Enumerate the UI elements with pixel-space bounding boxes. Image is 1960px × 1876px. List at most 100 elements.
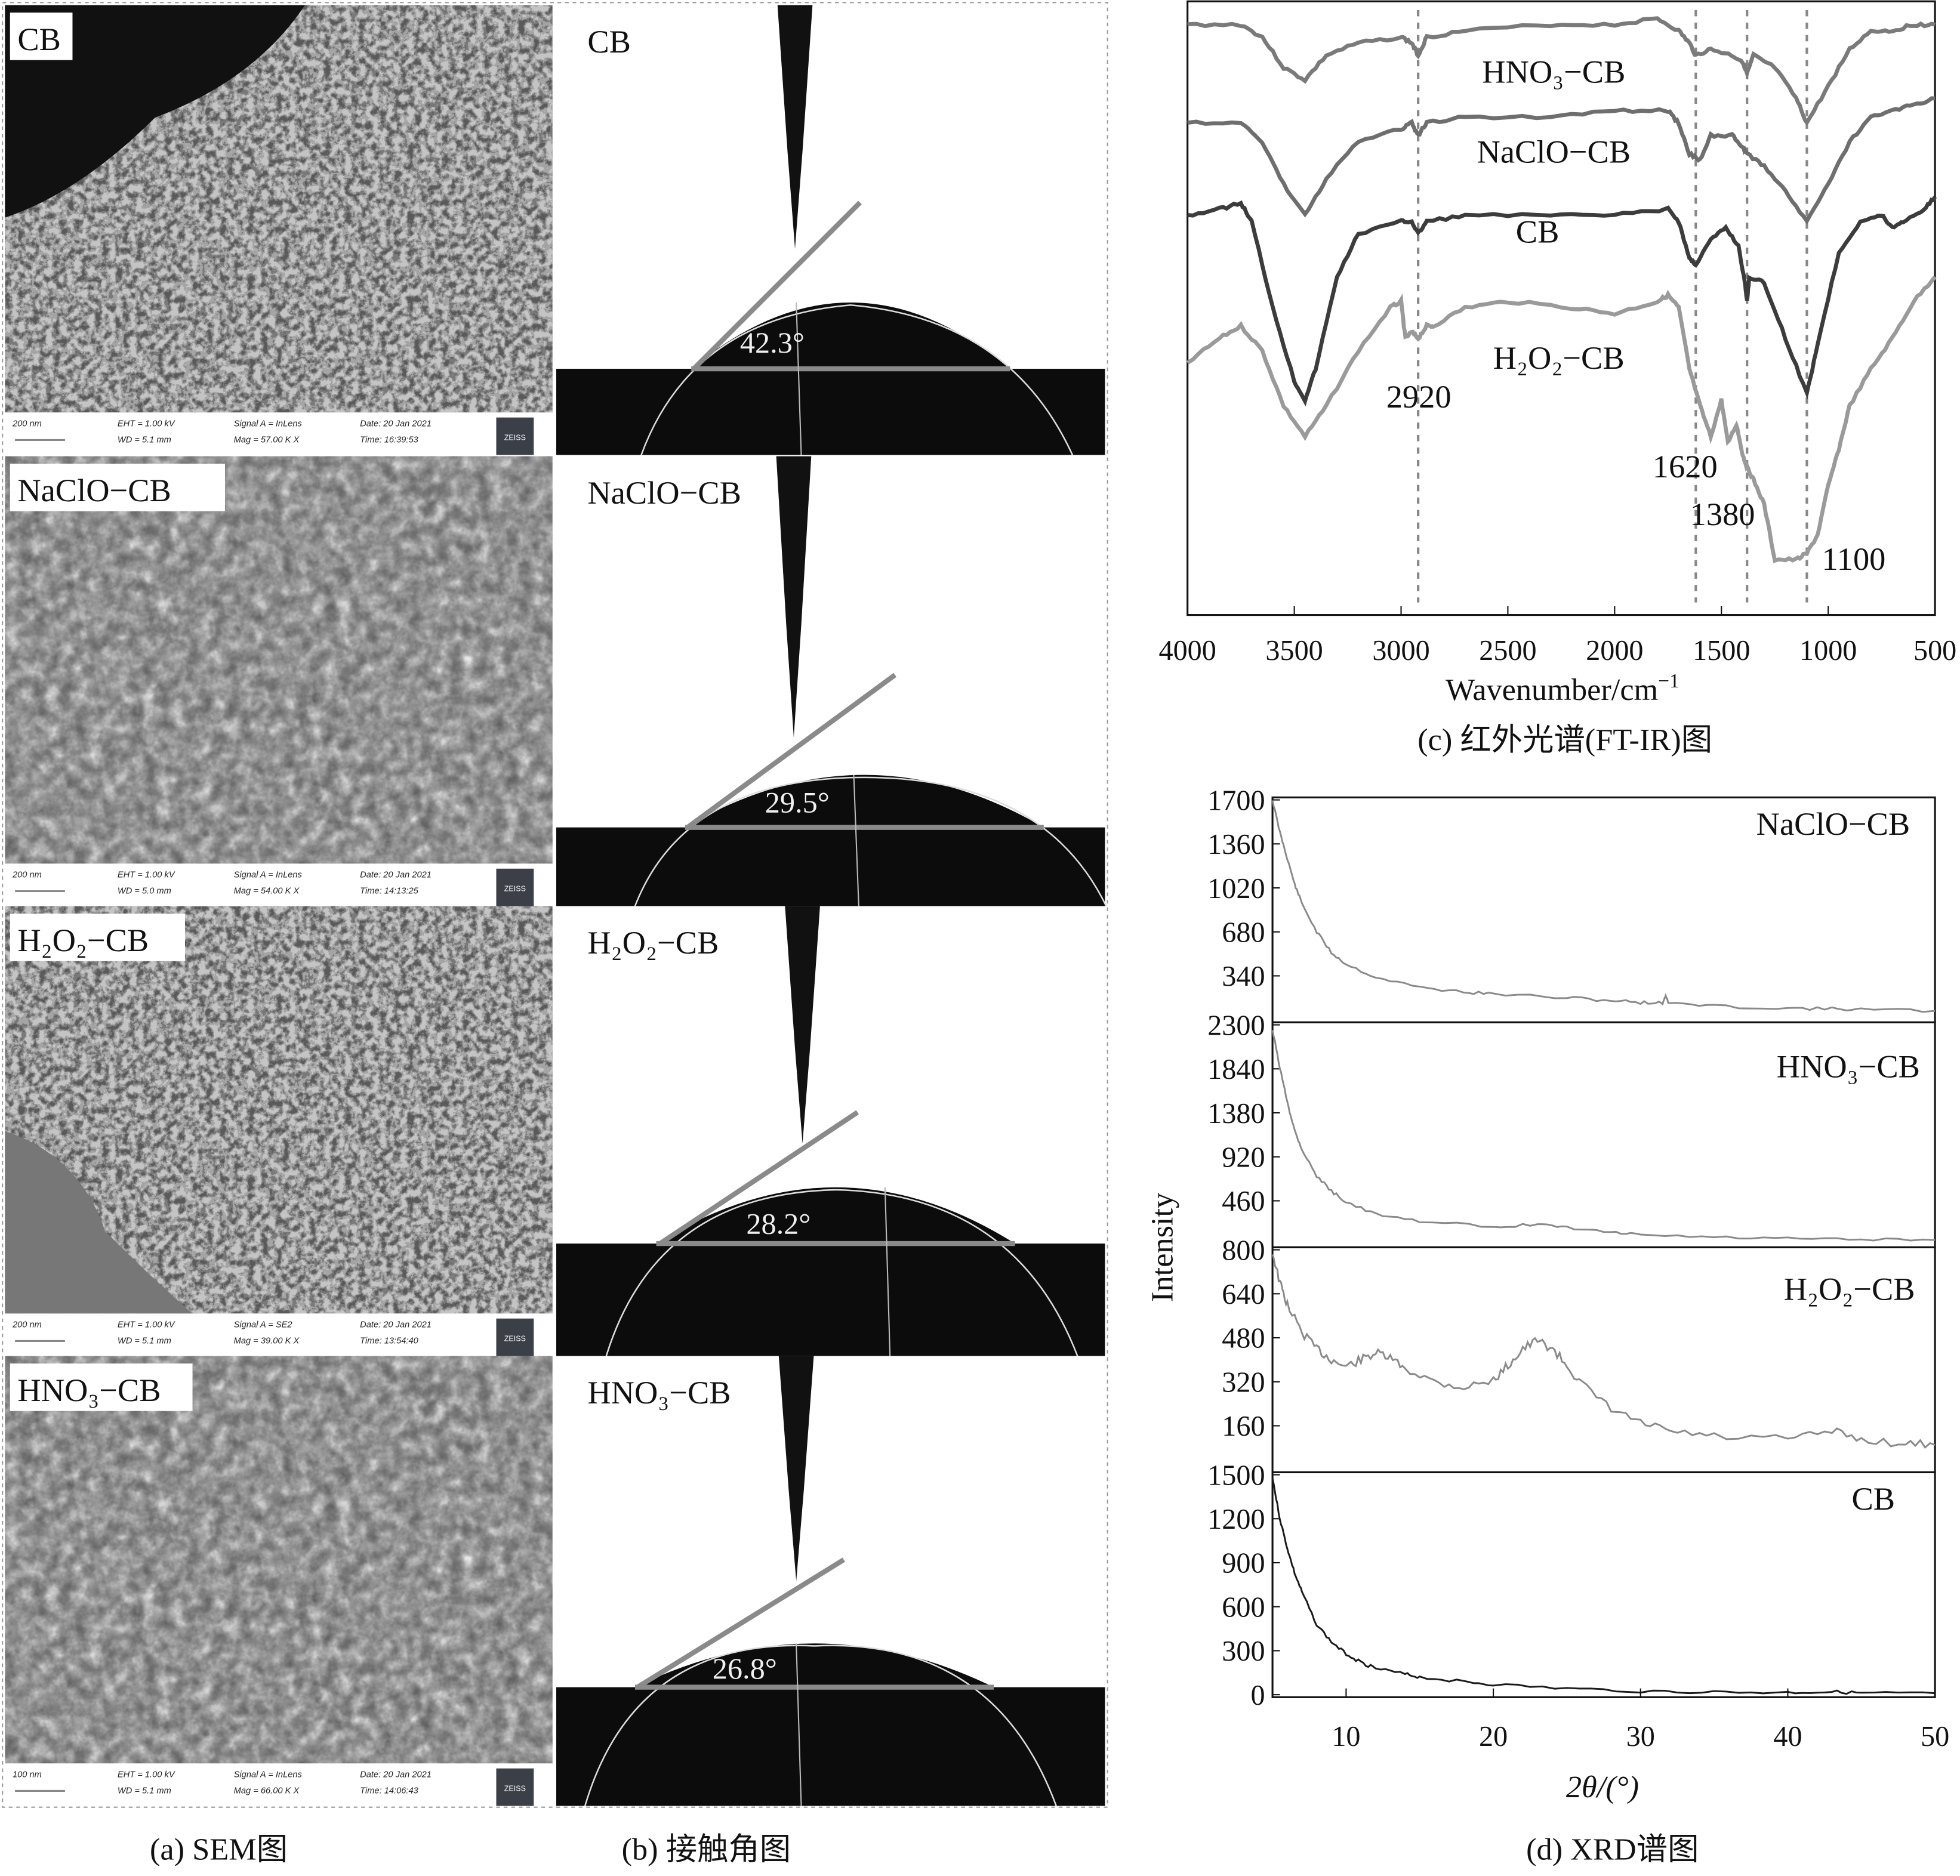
contact-angle-label: HNO₃−CB [587,1374,731,1411]
time-text: Time: 16:39:53 [360,436,418,445]
xrd-ytick-label: 1200 [1207,1504,1265,1535]
sem-label-bg [10,1363,193,1411]
mag-text: Mag = 54.00 K X [234,887,300,896]
xrd-series-label: HNO₃−CB [1777,1048,1920,1085]
sem-info-bar [5,863,553,906]
ftir-chart: 4000 3500 3000 2500 2000 1500 1000 500 Wavenumbe… [1159,0,1956,707]
center-line [853,775,859,906]
ftir-tick-label: 2000 [1586,635,1643,667]
needle [785,906,820,1144]
tangent-line [636,1557,845,1690]
signal-text: Signal A = SE2 [234,1320,292,1329]
ftir-tick-label: 1000 [1799,635,1857,667]
center-line [796,1643,802,1806]
ftir-peak-label: 1100 [1822,541,1886,577]
ftir-series-label: NaClO−CB [1477,133,1631,169]
tangent-line [692,200,862,371]
xrd-series-label: H₂O₂−CB [1784,1270,1915,1307]
wd-text: WD = 5.1 mm [118,1786,171,1796]
sem-info-bar [5,1313,553,1356]
ftir-xlabel-text: Wavenumber/cm [1446,672,1658,707]
xrd-series-line [1271,1254,1936,1449]
xrd-ytick-label: 460 [1222,1186,1265,1217]
date-text: Date: 20 Jan 2021 [360,1770,432,1779]
mag-text: Mag = 39.00 K X [234,1337,300,1346]
xrd-ytick-label: 1840 [1207,1054,1265,1085]
fit-circle [605,1189,1078,1357]
fit-circle [634,776,1107,907]
xrd-series-line [1271,1478,1936,1695]
needle [778,1356,814,1581]
xrd-xlabel: 2θ/(°) [1566,1770,1639,1804]
xrd-series-label: CB [1851,1480,1895,1517]
zeiss-logo-text: ZEISS [504,433,526,442]
date-text: Date: 20 Jan 2021 [360,1320,432,1329]
contact-angle-value: 29.5° [765,786,830,819]
sem-panel: 100 nm EHT = 1.00 kV WD = 5.1 mm Signal A =… [5,1356,553,1806]
eht-text: EHT = 1.00 kV [118,870,175,880]
signal-text: Signal A = InLens [234,419,303,428]
sem-texture [5,456,553,864]
sem-label-bg [10,464,225,511]
eht-text: EHT = 1.00 kV [118,1320,175,1329]
xrd-series-label: NaClO−CB [1756,806,1910,842]
contact-angle-panel: 28.2° H₂O₂−CB [556,906,1105,1357]
ftir-tick-label: 4000 [1159,635,1216,667]
ftir-tick-label: 500 [1913,635,1956,667]
xrd-ytick-label: 900 [1222,1548,1265,1579]
caption-b: (b) 接触角图 [622,1832,791,1867]
center-line [796,302,802,455]
caption-a: (a) SEM图 [150,1832,288,1867]
time-text: Time: 14:13:25 [360,887,418,896]
xrd-xtick-label: 40 [1773,1721,1802,1752]
xrd-ytick-label: 1360 [1207,829,1265,860]
xrd-ytick-label: 600 [1222,1591,1265,1623]
xrd-ytick-label: 0 [1250,1680,1265,1711]
contact-angle-panel: 29.5° NaClO−CB [556,456,1107,907]
sem-label: CB [17,21,61,57]
xrd-ytick-label: 680 [1222,917,1265,948]
ftir-series-label: HNO₃−CB [1482,53,1625,90]
xrd-ytick-label: 920 [1222,1141,1265,1173]
xrd-series-line [1271,1030,1936,1242]
contact-angle-value: 26.8° [713,1652,777,1685]
xrd-ylabel: Intensity [1145,1193,1180,1302]
sem-panel: 200 nm EHT = 1.00 kV WD = 5.1 mm Signal A =… [5,906,553,1356]
sem-column: 200 nm EHT = 1.00 kV WD = 5.1 mm Signal A =… [5,5,553,1806]
contact-angle-panel: 26.8° HNO₃−CB [556,1356,1105,1806]
ftir-series-label: CB [1516,213,1560,249]
sem-dark-region [5,5,306,218]
sem-panel: 200 nm EHT = 1.00 kV WD = 5.0 mm Signal A =… [5,456,553,906]
eht-text: EHT = 1.00 kV [118,1770,175,1779]
zeiss-logo [496,1318,534,1356]
substrate [556,1687,1105,1806]
ftir-series-line [1186,275,1937,563]
ftir-series-line [1187,16,1936,126]
time-text: Time: 14:06:43 [360,1786,418,1796]
contact-angle-panel: 42.3° CB [556,5,1105,456]
eht-text: EHT = 1.00 kV [118,419,175,428]
xrd-xtick-label: 30 [1626,1721,1655,1752]
xrd-ytick-label: 480 [1222,1323,1265,1354]
contact-angle-label: CB [587,23,631,60]
droplet [656,1187,1015,1244]
signal-text: Signal A = InLens [234,1770,303,1779]
zeiss-logo [496,1768,534,1806]
fit-circle [584,1644,1057,1806]
date-text: Date: 20 Jan 2021 [360,419,432,428]
tangent-line [658,1110,859,1246]
contact-angle-label: H₂O₂−CB [587,924,719,961]
date-text: Date: 20 Jan 2021 [360,870,432,880]
ftir-peak-label: 2920 [1386,378,1451,415]
substrate [556,369,1105,455]
wd-text: WD = 5.1 mm [118,1337,171,1346]
needle [777,5,813,249]
contact-angle-value: 28.2° [746,1207,810,1240]
contact-angle-label: NaClO−CB [587,474,741,511]
needle [776,456,812,738]
ftir-series-label: H₂O₂−CB [1493,340,1625,376]
tangent-line [686,672,897,830]
wd-text: WD = 5.1 mm [118,436,171,445]
zeiss-logo [496,417,534,455]
ftir-tick-label: 3500 [1265,635,1323,667]
